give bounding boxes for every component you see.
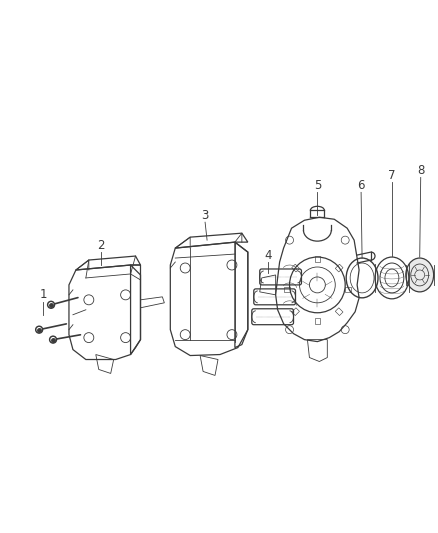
Text: 2: 2 [97, 239, 105, 252]
Circle shape [49, 336, 57, 343]
Circle shape [35, 326, 42, 333]
Circle shape [37, 328, 41, 332]
Text: 3: 3 [201, 209, 209, 222]
Text: 7: 7 [388, 169, 396, 182]
Circle shape [48, 301, 55, 308]
Ellipse shape [406, 258, 434, 292]
Text: 8: 8 [417, 164, 424, 177]
Text: 4: 4 [264, 248, 272, 262]
Text: 6: 6 [357, 179, 365, 192]
Circle shape [51, 337, 55, 342]
Text: 1: 1 [39, 288, 47, 301]
Text: 5: 5 [314, 179, 321, 192]
Circle shape [49, 303, 53, 307]
